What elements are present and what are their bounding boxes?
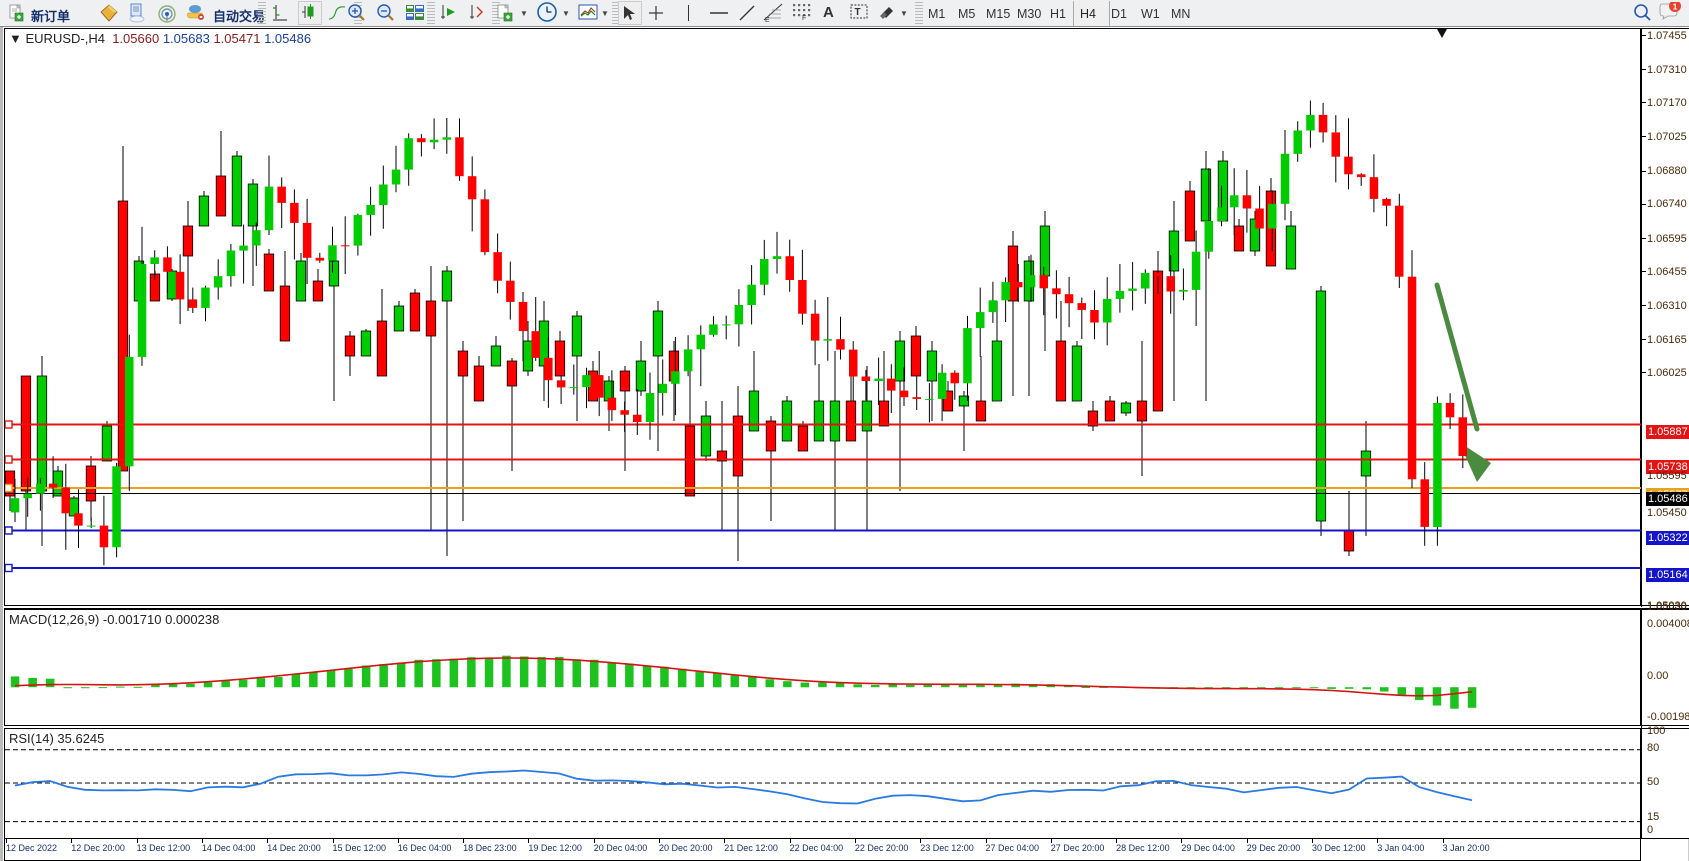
svg-text:E: E [765, 17, 770, 22]
svg-text:1: 1 [1673, 2, 1678, 12]
svg-text:T: T [855, 7, 861, 18]
svg-text:F: F [802, 15, 806, 20]
